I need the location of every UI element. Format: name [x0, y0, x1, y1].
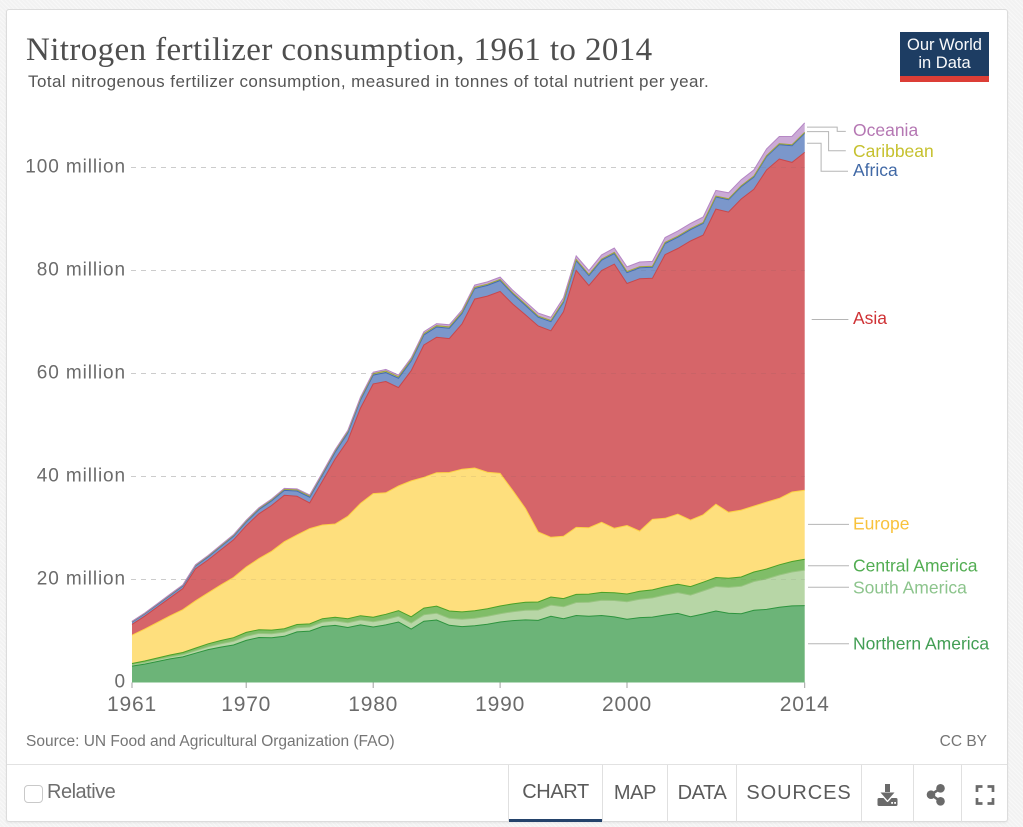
svg-text:Oceania: Oceania — [853, 120, 918, 140]
svg-text:Northern America: Northern America — [853, 634, 989, 654]
svg-text:80 million: 80 million — [37, 260, 126, 281]
svg-text:1990: 1990 — [475, 693, 525, 716]
svg-text:2000: 2000 — [602, 693, 652, 716]
svg-text:1980: 1980 — [348, 693, 398, 716]
svg-text:60 million: 60 million — [37, 363, 126, 384]
svg-text:2014: 2014 — [780, 693, 830, 716]
svg-text:Caribbean: Caribbean — [853, 141, 934, 161]
svg-text:1970: 1970 — [221, 693, 271, 716]
svg-text:Central America: Central America — [853, 556, 978, 576]
svg-text:40 million: 40 million — [37, 466, 126, 487]
svg-text:Asia: Asia — [853, 308, 887, 328]
svg-text:0: 0 — [115, 672, 126, 693]
svg-text:South America: South America — [853, 577, 967, 597]
svg-text:20 million: 20 million — [37, 569, 126, 590]
svg-text:Africa: Africa — [853, 160, 898, 180]
svg-text:1961: 1961 — [107, 693, 157, 716]
svg-text:100 million: 100 million — [25, 157, 126, 178]
svg-text:Europe: Europe — [853, 514, 909, 534]
